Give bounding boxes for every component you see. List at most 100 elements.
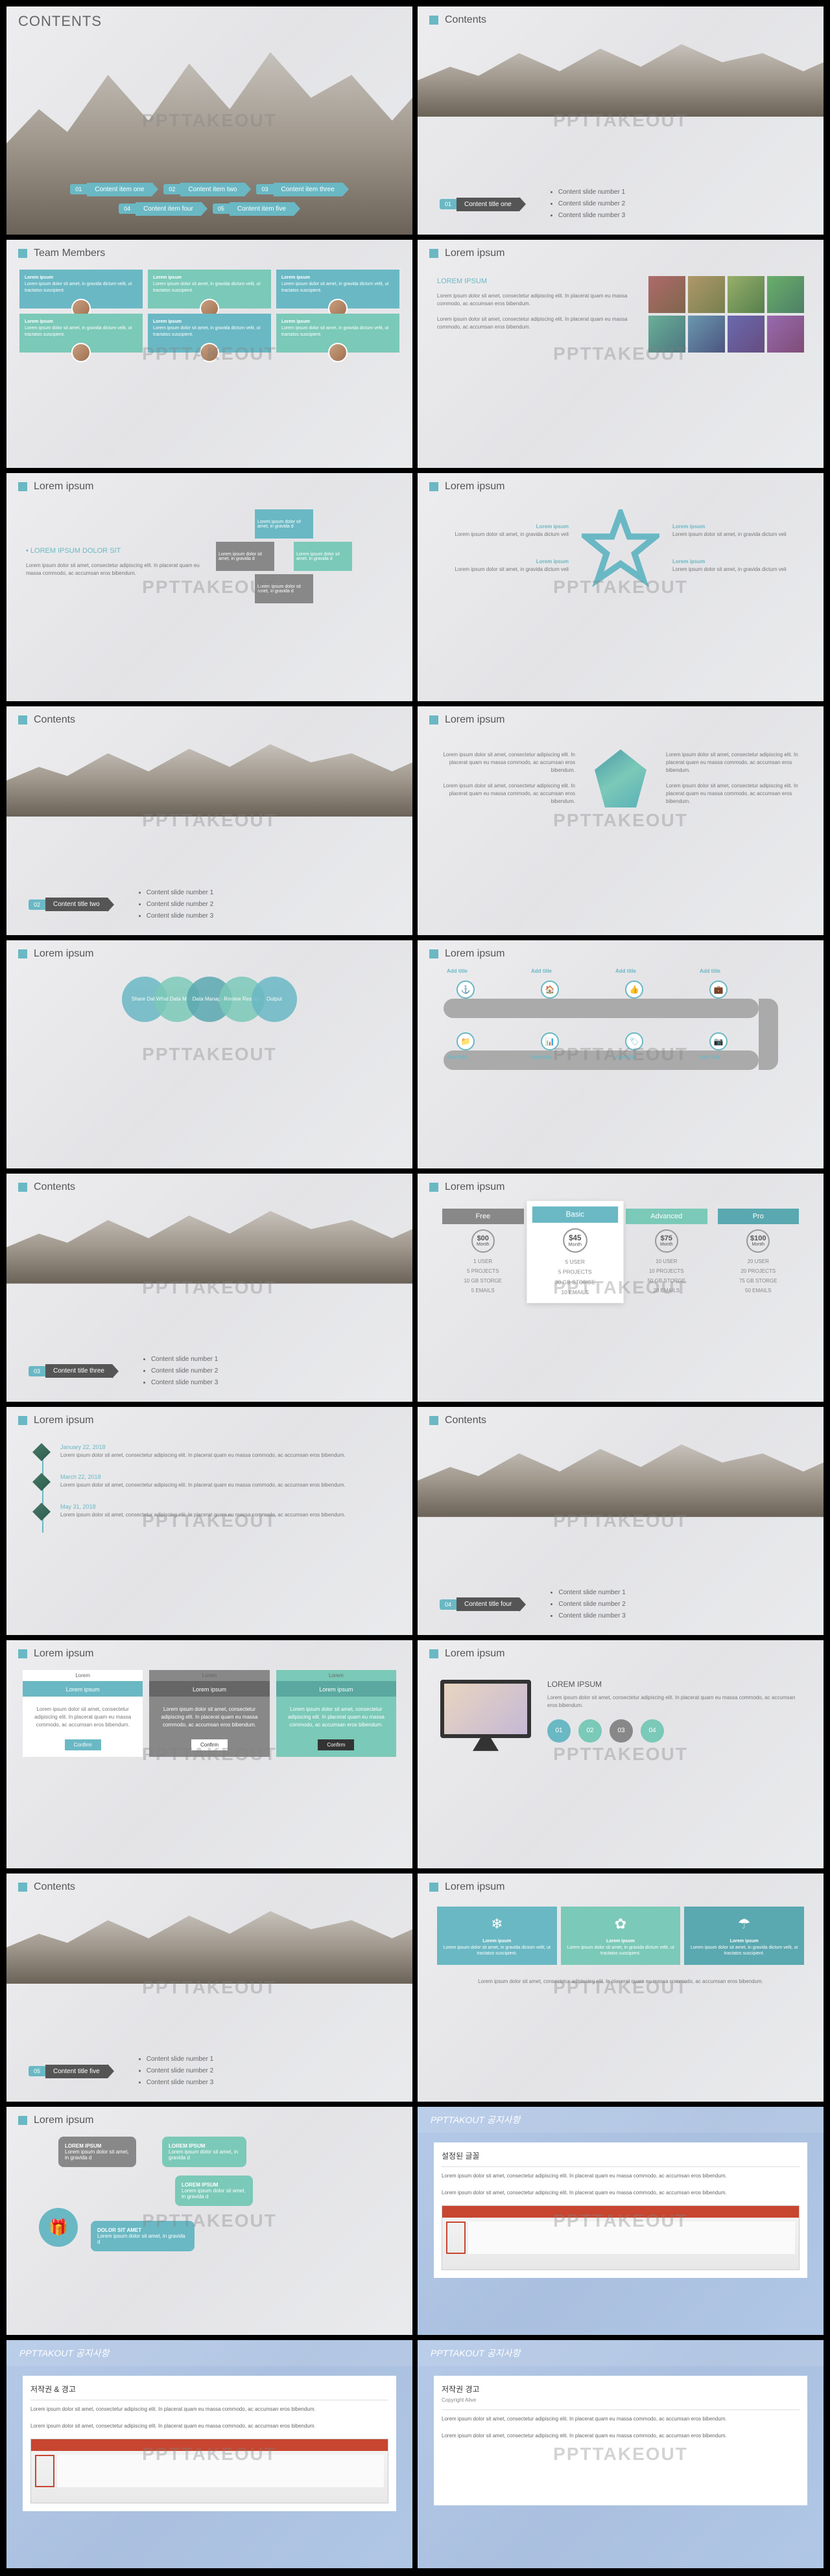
content-badge: 04Content item four [119,202,208,216]
slide-header: Lorem ipsum [418,1874,824,1897]
arrow-box: Lorem ipsum dolor sit amet, in gravida d [255,509,313,539]
confirm-button[interactable]: Confirm [191,1739,228,1750]
slide: Contents05Content title fiveContent slid… [6,1874,412,2102]
notice-header: PPTTAKOUT 공지사항 [418,2107,824,2133]
team-card: Lorem ipsumLorem ipsum dolor sit amet, i… [19,314,143,353]
bullet-item: Content slide number 3 [558,1610,625,1622]
slide: Lorem ipsum⚓Add title🏠Add title👍Add titl… [418,940,824,1168]
badge-label: Content item three [274,183,342,196]
venn-diagram: Share DataWhat Data MeansData ManagedRev… [6,964,412,1035]
gem-layout: Lorem ipsum dolor sit amet, consectetur … [418,730,824,827]
monitor-layout: LOREM IPSUMLorem ipsum dolor sit amet, c… [418,1664,824,1767]
slide: PPTTAKOUT 공지사항저작권 경고Copyright AliveLorem… [418,2340,824,2568]
notice-body: 설정된 글꼴Lorem ipsum dolor sit amet, consec… [434,2142,807,2277]
pricing-table: Free$00Month1 USER5 PROJECTS10 GB STORGE… [418,1197,824,1307]
icon-box-grid: ❄Lorem ipsumLorem ipsum dolor sit amet, … [418,1897,824,1975]
section-content: 03Content title three Content slide numbe… [26,1354,393,1389]
header-title: Contents [34,1181,75,1193]
team-card: Lorem ipsumLorem ipsum dolor sit amet, i… [276,314,399,353]
box-icon: ✿ [566,1914,676,1934]
price-feature: 50 GB STORGE [626,1276,707,1286]
road-segment [444,999,759,1018]
chevron-right-icon [112,1364,119,1378]
notice-header: PPTTAKOUT 공지사항 [418,2340,824,2366]
slide-header: Lorem ipsum [6,1640,412,1664]
slide: Lorem ipsumJanuary 22, 2018Lorem ipsum d… [6,1407,412,1635]
accent-square [18,1883,27,1892]
slide: Contents02Content title twoContent slide… [6,706,412,934]
header-title: Lorem ipsum [445,714,504,726]
bullet-item: Content slide number 3 [147,911,213,922]
price-column: Free$00Month1 USER5 PROJECTS10 GB STORGE… [437,1203,529,1301]
accent-square [429,1883,438,1892]
content-badge: 02Content item two [163,182,251,196]
price-badge: $100Month [746,1229,770,1253]
timeline-event: May 31, 2018Lorem ipsum dolor sit amet, … [32,1503,386,1521]
price-badge: $00Month [471,1229,495,1253]
accent-square [429,1649,438,1658]
photo-thumb [648,316,685,353]
badge-number: 02 [29,899,45,910]
badge-label: Content title three [45,1364,112,1378]
photo-thumb [688,276,725,313]
monitor-wrap [440,1680,531,1751]
accent-square [429,249,438,258]
badge-label: Content item four [136,202,201,216]
bullet-list: Content slide number 1Content slide numb… [548,187,625,222]
badge-number: 04 [119,203,136,214]
road-stop-icon: 📊 [541,1032,559,1050]
content-badge: 03Content title three [29,1364,119,1378]
bullet-list: Content slide number 1Content slide numb… [141,1354,218,1389]
confirm-button[interactable]: Confirm [318,1739,354,1750]
step-dot: 01 [547,1719,571,1743]
road-stop-icon: 📷 [709,1032,728,1050]
right-labels: Lorem ipsumLorem ipsum dolor sit amet, i… [672,523,787,574]
star-icon [582,509,659,587]
chevron-right-icon [108,2064,114,2078]
accent-square [429,949,438,958]
slide-header: Contents [418,1407,824,1430]
box-icon: ❄ [442,1914,552,1934]
badge-label: Content title one [456,198,519,211]
slide: Lorem ipsum• LOREM IPSUM DOLOR SITLorem … [6,473,412,701]
timeline-line [42,1450,43,1533]
price-badge: $75Month [655,1229,678,1253]
road-stop-icon: 🏷 [625,1032,643,1050]
photo-thumb [728,316,765,353]
confirm-button[interactable]: Confirm [65,1739,101,1750]
speech-bubble: LOREM IPSUMLorem ipsum dolor sit amet, i… [175,2176,253,2206]
road-stop-icon: 🏠 [541,981,559,999]
bullet-item: Content slide number 2 [558,1599,625,1610]
accent-square [429,1183,438,1192]
road-stop-label: Add title [700,968,720,975]
step-dots: 01020304 [547,1719,801,1743]
road-stop-label: Add title [615,1054,636,1062]
slide: Contents04Content title fourContent slid… [418,1407,824,1635]
price-feature: 10 PROJECTS [626,1266,707,1276]
left-labels: Lorem ipsumLorem ipsum dolor sit amet, i… [455,523,569,574]
right-text: Lorem ipsum dolor sit amet, consectetur … [666,751,804,806]
badge-number: 03 [256,184,273,194]
photo-thumb [688,316,725,353]
content-badge: 05Content title five [29,2064,114,2078]
monitor-stand [473,1738,499,1751]
price-plan-name: Advanced [626,1209,707,1224]
chevron-right-icon [244,182,251,196]
price-feature: 30 GB STORGE [532,1277,617,1287]
section-content: 01Content title oneContent slide number … [437,187,804,222]
tab-body: Lorem ipsum dolor sit amet, consectetur … [23,1700,143,1734]
chevron-right-icon [342,182,349,196]
bullet-item: Content slide number 3 [147,2077,213,2089]
bullet-item: Content slide number 3 [558,210,625,222]
badge-label: Content item five [230,202,294,216]
header-title: Lorem ipsum [445,481,504,493]
badge-label: Content item two [180,183,244,196]
team-card: Lorem ipsumLorem ipsum dolor sit amet, i… [148,270,271,308]
header-title: Lorem ipsum [34,1648,93,1660]
team-card: Lorem ipsumLorem ipsum dolor sit amet, i… [276,270,399,308]
screenshot-placeholder [442,2205,800,2270]
content-badge: 01Content item one [70,182,158,196]
mountain-bg [6,1193,412,1284]
slide-header: Lorem ipsum [418,1174,824,1197]
price-feature: 10 EMAILS [532,1287,617,1297]
